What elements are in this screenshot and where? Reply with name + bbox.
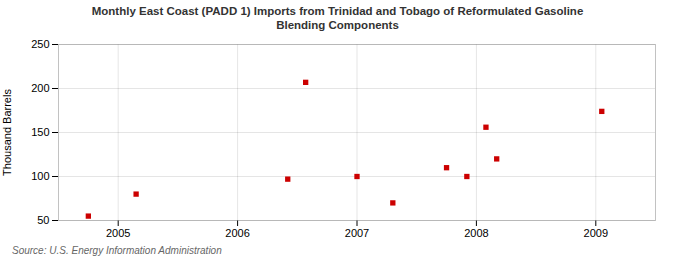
svg-text:200: 200 — [31, 82, 49, 94]
html-text:Source: U.S. Energy Informatio: Source: U.S. Energy Information Administ… — [12, 245, 222, 256]
svg-text:2005: 2005 — [106, 227, 130, 239]
html-text:Monthly East Coast (PADD 1) Im: Monthly East Coast (PADD 1) Imports from… — [91, 5, 584, 17]
svg-text:100: 100 — [31, 170, 49, 182]
svg-text:2008: 2008 — [464, 227, 488, 239]
svg-text:2009: 2009 — [584, 227, 608, 239]
svg-text:250: 250 — [31, 38, 49, 50]
html-text:Blending Components: Blending Components — [276, 19, 399, 31]
svg-text:50: 50 — [37, 214, 49, 226]
svg-text:2006: 2006 — [225, 227, 249, 239]
svg-text:2007: 2007 — [345, 227, 369, 239]
svg-text:Thousand Barrels: Thousand Barrels — [1, 89, 13, 176]
svg-text:150: 150 — [31, 126, 49, 138]
